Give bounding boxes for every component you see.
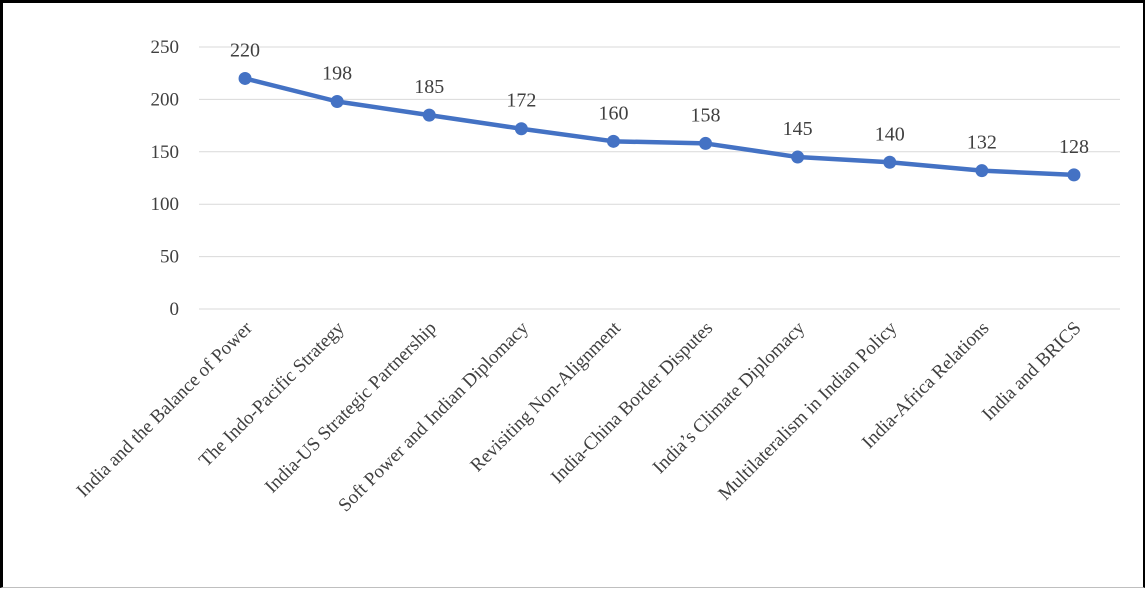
x-tick-label: India-US Strategic Partnership — [261, 318, 441, 498]
data-label: 172 — [506, 90, 536, 112]
x-tick-label: India and the Balance of Power — [73, 317, 257, 501]
gridlines — [199, 46, 1120, 310]
y-tick-label: 150 — [151, 142, 180, 163]
data-label: 185 — [414, 76, 444, 98]
y-tick-label: 50 — [160, 247, 179, 268]
data-point — [238, 71, 252, 85]
x-tick-label: Soft Power and Indian Diplomacy — [334, 317, 533, 516]
data-point — [330, 94, 344, 108]
series-line — [242, 76, 1077, 178]
data-point — [883, 155, 897, 169]
line-chart: 0 50 100 150 200 250 India and the Balance of… — [73, 37, 1120, 516]
data-point — [514, 122, 528, 136]
data-point — [422, 108, 436, 122]
data-points — [238, 71, 1081, 182]
data-label: 128 — [1059, 136, 1089, 158]
y-tick-label: 250 — [151, 37, 180, 58]
y-axis-ticks: 0 50 100 150 200 250 — [151, 37, 180, 320]
data-point — [791, 150, 805, 164]
y-tick-label: 100 — [151, 194, 180, 215]
x-tick-label: India and BRICS — [978, 318, 1085, 425]
data-label: 160 — [598, 102, 628, 124]
data-point — [975, 164, 989, 178]
data-label: 140 — [875, 123, 905, 145]
data-point — [699, 136, 713, 150]
data-label: 158 — [691, 104, 721, 126]
data-label: 220 — [230, 39, 260, 61]
x-tick-label: Revisiting Non-Alignment — [466, 317, 625, 476]
data-point — [606, 134, 620, 148]
x-tick-label: India-China Border Disputes — [547, 318, 717, 488]
y-tick-label: 0 — [170, 299, 180, 320]
x-tick-label: India’s Climate Diplomacy — [649, 317, 810, 478]
data-point — [1067, 168, 1081, 182]
data-label: 145 — [783, 118, 813, 140]
y-tick-label: 200 — [151, 89, 180, 110]
x-tick-label: Multilateralism in Indian Policy — [714, 317, 901, 504]
data-labels: 220 198 185 172 160 158 145 140 132 128 — [230, 39, 1089, 157]
data-label: 198 — [322, 62, 352, 84]
data-label: 132 — [967, 132, 997, 154]
